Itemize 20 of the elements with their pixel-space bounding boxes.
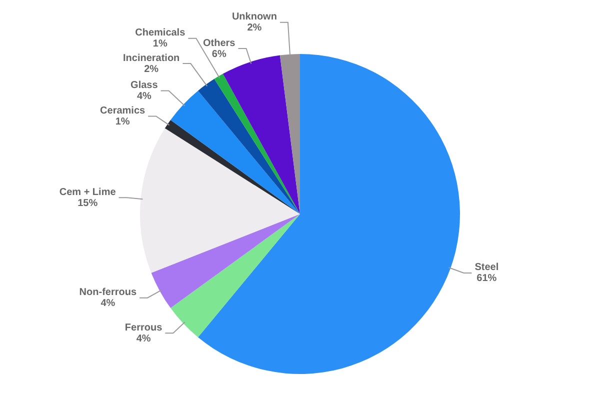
slice-label: Incineration: [122, 52, 180, 64]
slice-label: Unknown: [232, 12, 277, 23]
slice-label: Non-ferrous: [79, 287, 137, 298]
slice-label: Ferrous: [124, 322, 163, 334]
data-label: 4%: [100, 298, 116, 310]
slice-label: Others: [203, 38, 236, 49]
data-label: 2%: [247, 22, 262, 34]
data-label: 4%: [136, 91, 152, 102]
data-label: 4%: [136, 333, 151, 344]
data-label: 1%: [115, 116, 130, 128]
slice-label: Cem + Lime: [59, 186, 116, 198]
data-label: 2%: [144, 64, 159, 75]
data-label: 61%: [476, 273, 497, 284]
data-label: 15%: [78, 198, 98, 209]
data-label: 1%: [152, 38, 168, 50]
slice-label: Ceramics: [100, 105, 146, 116]
slice-label: Chemicals: [135, 28, 186, 39]
slice-label: Steel: [474, 262, 499, 274]
slice-label: Glass: [130, 80, 158, 92]
data-label: 6%: [212, 48, 226, 60]
